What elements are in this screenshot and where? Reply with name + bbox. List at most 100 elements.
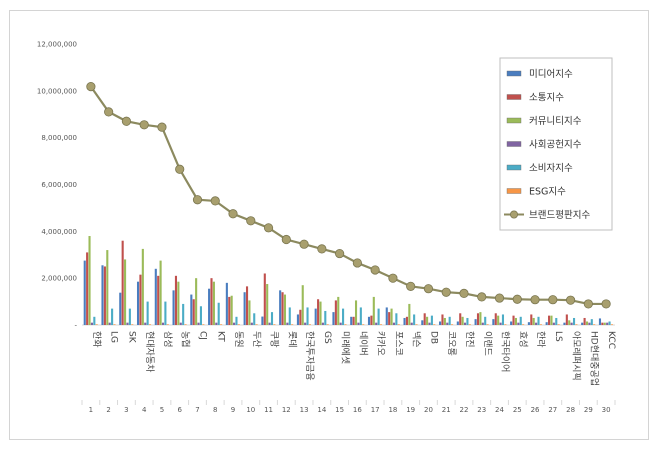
bar-5-19 [413,314,416,325]
bar-2-30 [601,322,604,325]
bar-5-9 [235,316,238,325]
bar-6-9 [237,324,240,325]
bar-2-25 [512,315,515,325]
chart-frame: - 2,000,000 4,000,000 6,000,000 8,000,000 10,… [9,10,649,440]
bar-6-18 [397,324,400,325]
bar-4-8 [215,322,218,325]
legend-swatch [506,70,522,77]
bar-1-14 [314,308,317,325]
bar-4-20 [428,322,431,325]
bar-5-28 [572,317,576,325]
bar-3-6 [177,281,180,325]
bar-1-9 [225,282,228,325]
axis-layer: - 2,000,000 4,000,000 6,000,000 8,000,000 10,… [37,41,616,405]
bar-3-17 [372,296,375,325]
bar-4-18 [392,322,396,325]
bar-4-16 [357,322,360,325]
y-tick-label: 2,000,000 [41,275,77,283]
bar-3-21 [443,317,446,325]
bar-1-29 [581,322,584,325]
bar-6-20 [433,324,436,325]
bar-2-7 [192,299,195,325]
category-label: 코오롱 [446,331,457,356]
legend-label: 브랜드평판지수 [529,210,590,221]
bars-layer [83,236,614,325]
line-layer [86,82,611,309]
bar-5-30 [608,321,611,325]
bar-1-16 [350,316,353,325]
bar-4-10 [250,322,253,325]
bar-4-25 [517,322,520,325]
bar-3-30 [603,322,606,325]
category-label: 삼성 [162,331,173,348]
bar-5-20 [430,315,433,325]
bar-5-23 [484,316,487,325]
rank-label: 24 [495,406,504,414]
category-label: 현대자동차 [144,331,156,373]
bar-4-13 [304,322,307,325]
bar-5-5 [164,301,167,325]
bar-1-19 [403,317,406,325]
brand-reputation-point-5 [157,122,167,132]
category-label: 이랜드 [482,331,493,356]
rank-label: 5 [160,406,164,414]
rank-label: 6 [177,406,182,414]
category-label: 한국타이어 [500,331,511,372]
bar-3-19 [408,303,411,325]
bar-3-4 [141,248,144,325]
bar-1-21 [439,321,442,325]
legend-swatch [506,94,522,100]
bar-6-14 [326,324,329,325]
rank-label: 13 [300,406,309,414]
bar-5-14 [324,310,327,325]
legend-swatch [506,188,522,194]
rank-label: 15 [335,406,344,414]
bar-6-26 [539,324,542,325]
rank-label: 1 [89,406,93,414]
bar-4-14 [321,322,324,325]
bar-1-18 [385,307,388,325]
rank-label: 2 [106,406,110,414]
bar-3-9 [230,295,233,325]
legend-label: 소비자지수 [529,163,573,174]
rank-label: 3 [124,406,128,414]
bar-2-21 [441,314,444,325]
bar-6-13 [308,324,311,325]
bar-6-11 [273,324,276,325]
bar-2-26 [530,314,533,325]
bar-3-10 [248,300,251,325]
bar-1-8 [208,288,211,325]
bar-2-13 [299,309,302,325]
y-tick-label: 8,000,000 [41,134,77,142]
category-label: 카카오 [375,331,386,356]
legend-swatch [506,141,522,147]
bar-3-28 [568,320,571,325]
bar-3-16 [354,300,358,325]
bar-1-23 [474,319,477,325]
bar-2-3 [121,240,124,325]
legend-swatch [506,117,522,124]
category-label: CJ [197,331,207,340]
bar-3-1 [88,236,91,325]
category-label: 농협 [180,331,192,348]
bar-4-29 [588,322,591,325]
bar-2-29 [583,317,586,325]
bar-3-25 [514,317,517,325]
bar-3-8 [212,281,215,325]
brand-reputation-point-27 [548,295,558,305]
bar-5-8 [217,302,220,325]
bar-1-13 [296,314,299,325]
category-label: 쿠팡 [269,331,280,348]
category-label: HD현대중공업 [588,331,599,386]
legend-label: 커뮤니티지수 [529,116,582,127]
bar-6-7 [202,324,205,325]
rank-label: 30 [602,406,611,414]
bar-1-1 [83,260,86,325]
category-label: SK [126,331,136,344]
bar-6-6 [184,324,187,325]
bar-6-27 [557,324,560,325]
bar-1-11 [261,316,264,325]
bar-6-3 [131,324,134,325]
bar-4-5 [161,322,165,325]
